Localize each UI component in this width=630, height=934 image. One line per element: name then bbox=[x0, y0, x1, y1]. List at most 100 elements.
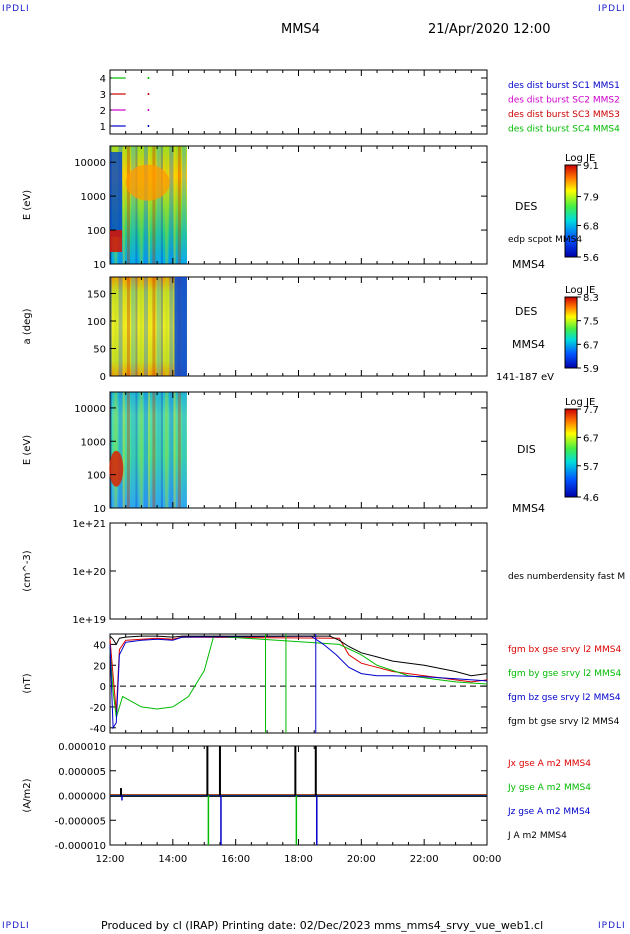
spectrogram-streak bbox=[165, 392, 169, 508]
spectrogram-streak bbox=[118, 277, 123, 376]
energy-range-label: 141-187 eV bbox=[496, 372, 554, 383]
spectrogram-streak bbox=[156, 146, 161, 264]
spectrogram-streak bbox=[114, 392, 118, 508]
spectrogram-streak bbox=[156, 277, 161, 376]
y-tick-label: 40 bbox=[93, 640, 106, 651]
legend-entry: fgm bz gse srvy l2 MMS4 bbox=[508, 693, 621, 703]
spectrogram-streak bbox=[110, 392, 112, 508]
panel-frame bbox=[109, 633, 488, 734]
spectrogram-streak bbox=[118, 392, 123, 508]
spectrogram-streak bbox=[152, 277, 156, 376]
colorbar-tick-label: 5.6 bbox=[583, 253, 599, 264]
y-axis-label: E (eV) bbox=[22, 190, 33, 220]
spectrogram-streak bbox=[126, 146, 130, 264]
colorbar-tick-label: 7.9 bbox=[583, 193, 599, 204]
colorbar-tick-label: 6.8 bbox=[583, 221, 599, 232]
spacecraft-label: MMS4 bbox=[512, 502, 545, 515]
spectrogram-streak bbox=[122, 146, 125, 264]
x-tick-label: 14:00 bbox=[158, 854, 187, 865]
spectrogram-streak bbox=[160, 146, 163, 264]
low-flux-region bbox=[174, 277, 187, 376]
spectrogram-streak bbox=[165, 277, 169, 376]
spectrogram-streak bbox=[156, 392, 161, 508]
colorbar bbox=[564, 164, 578, 258]
datetime-title: 21/Apr/2020 12:00 bbox=[428, 22, 551, 37]
colorbar-tick-label: 5.9 bbox=[583, 364, 599, 375]
y-axis-label: E (eV) bbox=[22, 435, 33, 465]
y-tick-label: 100 bbox=[87, 226, 106, 237]
y-tick-label: 0 bbox=[100, 682, 106, 693]
y-tick-label: -20 bbox=[90, 703, 106, 714]
availability-mark bbox=[147, 77, 150, 79]
legend-entry: fgm bt gse srvy l2 MMS4 bbox=[508, 717, 620, 727]
spectrogram-streak bbox=[148, 277, 151, 376]
y-tick-label: 100 bbox=[87, 471, 106, 482]
spectrogram-streak bbox=[177, 392, 181, 508]
colorbar-tick-label: 7.5 bbox=[583, 317, 599, 328]
spectrogram-streak bbox=[173, 146, 176, 264]
y-tick-label: 0.000000 bbox=[58, 792, 106, 803]
colorbar-tick-label: 8.3 bbox=[583, 293, 599, 304]
colorbar-title: Log JE bbox=[565, 285, 595, 296]
spectrogram-streak bbox=[122, 392, 125, 508]
y-tick-label: 1e+20 bbox=[72, 567, 106, 578]
colorbar-title: Log JE bbox=[565, 397, 595, 408]
instrument-label: DES bbox=[515, 200, 537, 213]
spectrogram-streak bbox=[169, 277, 174, 376]
y-tick-label: 0 bbox=[100, 372, 106, 383]
spectrogram-streak bbox=[160, 392, 163, 508]
panel-frame bbox=[109, 69, 488, 135]
spectrogram-streak bbox=[131, 146, 136, 264]
y-tick-label: 1 bbox=[100, 122, 106, 133]
legend-entry: des dist burst SC3 MMS3 bbox=[508, 110, 620, 120]
y-tick-label: 100 bbox=[87, 317, 106, 328]
spectrogram-streak bbox=[165, 146, 169, 264]
spacecraft-title: MMS4 bbox=[281, 22, 320, 37]
spectrogram-streak bbox=[131, 277, 136, 376]
y-tick-label: 3 bbox=[100, 90, 106, 101]
field-series-line bbox=[109, 635, 488, 677]
y-tick-label: -0.000005 bbox=[55, 816, 106, 827]
colorbar bbox=[564, 296, 578, 369]
spectrogram-streak bbox=[135, 392, 138, 508]
y-tick-label: 10 bbox=[93, 504, 106, 515]
spacecraft-label: MMS4 bbox=[512, 258, 545, 271]
spectrogram-streak bbox=[169, 392, 174, 508]
spectrogram-streak bbox=[143, 277, 148, 376]
y-tick-label: 1e+21 bbox=[72, 519, 106, 530]
colorbar-tick-label: 4.6 bbox=[583, 493, 599, 504]
spectrogram-streak bbox=[135, 277, 138, 376]
y-tick-label: 1000 bbox=[81, 192, 106, 203]
legend-entry: des dist burst SC1 MMS1 bbox=[508, 81, 620, 91]
availability-mark bbox=[147, 109, 150, 111]
spectrogram-streak bbox=[152, 392, 156, 508]
y-tick-label: -40 bbox=[90, 724, 106, 735]
hot-region bbox=[109, 450, 124, 487]
spectrogram-streak bbox=[143, 146, 148, 264]
field-series-line bbox=[109, 635, 488, 730]
spectrogram-streak bbox=[177, 146, 181, 264]
spectrogram-streak bbox=[114, 277, 118, 376]
colorbar-tick-label: 6.7 bbox=[583, 433, 599, 444]
spectrogram-streak bbox=[126, 392, 130, 508]
legend-entry: Jy gse A m2 MMS4 bbox=[507, 783, 591, 793]
colorbar-tick-label: 6.7 bbox=[583, 340, 599, 351]
legend-entry: des dist burst SC2 MMS2 bbox=[508, 96, 620, 106]
x-tick-label: 16:00 bbox=[221, 854, 250, 865]
spectrogram-streak bbox=[152, 146, 156, 264]
y-tick-label: 0.000005 bbox=[58, 767, 106, 778]
corner-label-bottom-left: IPDLI bbox=[2, 921, 30, 931]
colorbar-title: Log JE bbox=[565, 153, 595, 164]
spectrogram-streak bbox=[169, 146, 174, 264]
y-axis-label: (nT) bbox=[22, 673, 33, 693]
spectrogram-streak bbox=[143, 392, 148, 508]
x-tick-label: 12:00 bbox=[96, 854, 125, 865]
legend-entry: Jx gse A m2 MMS4 bbox=[507, 759, 591, 769]
legend-entry: fgm bx gse srvy l2 MMS4 bbox=[508, 645, 621, 655]
y-axis-label: (A/m2) bbox=[22, 778, 33, 812]
instrument-label: DIS bbox=[517, 443, 536, 456]
hot-region bbox=[125, 164, 170, 201]
spectrogram-streak bbox=[110, 277, 112, 376]
y-tick-label: 10 bbox=[93, 260, 106, 271]
spectrogram-streak bbox=[182, 392, 187, 508]
